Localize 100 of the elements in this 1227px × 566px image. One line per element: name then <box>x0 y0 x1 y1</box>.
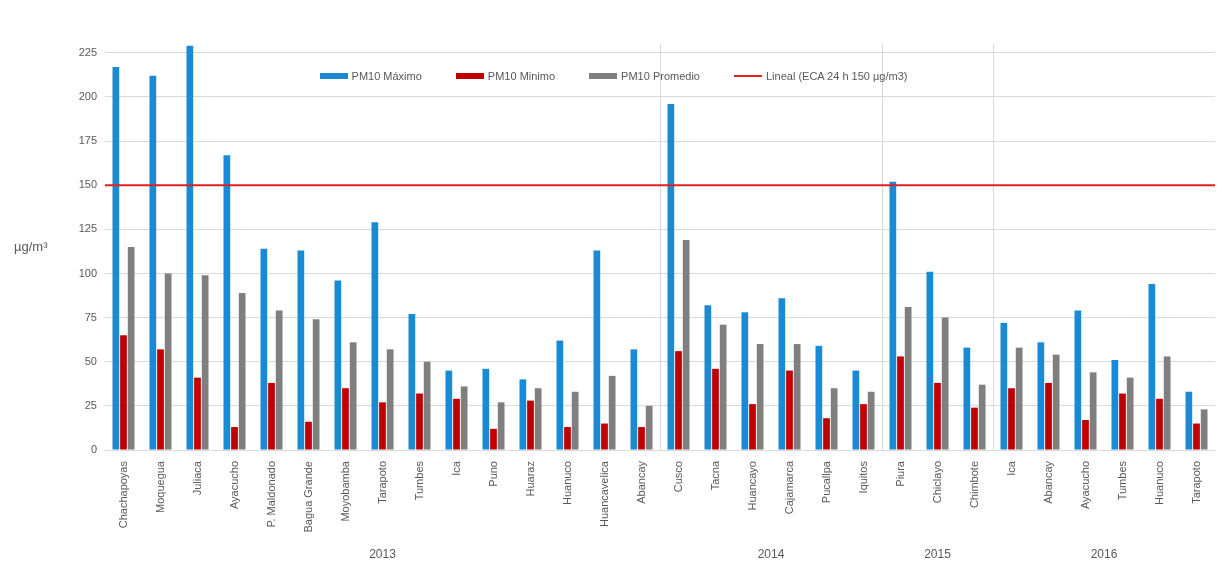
bar <box>534 388 542 450</box>
x-tick-label: Tumbes <box>412 460 425 501</box>
bar <box>305 421 312 450</box>
bar <box>497 402 505 450</box>
bar <box>830 388 838 450</box>
bar <box>460 386 468 450</box>
x-tick-label: Tumbes <box>1115 460 1128 501</box>
x-tick-label: Ica <box>1004 460 1017 476</box>
bar <box>194 377 201 450</box>
bar <box>1015 347 1023 450</box>
bar <box>749 404 756 450</box>
bar <box>297 250 305 450</box>
x-tick-label: Ayacucho <box>1078 461 1091 510</box>
bar <box>1163 356 1171 450</box>
x-tick-label: Chimbote <box>967 461 980 509</box>
bar <box>1089 372 1097 450</box>
y-tick-label: 125 <box>78 222 97 235</box>
bar <box>1156 398 1163 450</box>
bar <box>490 428 497 450</box>
legend-label: PM10 Promedio <box>621 70 700 82</box>
x-axis-title: 2015 <box>924 547 952 562</box>
x-tick-label: Chiclayo <box>930 461 943 504</box>
bar <box>231 427 238 450</box>
y-tick-label: 75 <box>84 310 97 323</box>
bar <box>682 239 690 450</box>
bar <box>941 317 949 450</box>
bar <box>1045 382 1052 450</box>
x-tick-label: Ayacucho <box>227 461 240 510</box>
bar <box>971 407 978 450</box>
bar <box>978 384 986 450</box>
x-tick-label: Huancavelica <box>597 460 610 528</box>
x-tick-label: Cusco <box>671 461 684 493</box>
bar <box>201 275 209 450</box>
y-tick-label: 200 <box>78 89 97 102</box>
x-tick-label: Piura <box>893 460 906 487</box>
bar <box>815 345 823 450</box>
bar <box>675 351 682 450</box>
x-tick-label: Huancayo <box>745 461 758 511</box>
x-tick-label: Moyobamba <box>338 460 351 522</box>
bar <box>408 314 416 450</box>
bar <box>423 361 431 450</box>
bar <box>638 427 645 450</box>
x-tick-label: Iquitos <box>856 460 869 494</box>
bar <box>897 356 904 450</box>
bar <box>571 391 579 450</box>
bar <box>1200 409 1208 450</box>
bar <box>342 388 349 450</box>
x-tick-label: Puno <box>486 461 499 487</box>
x-tick-label: P. Maldonado <box>264 461 277 528</box>
x-tick-label: Huaraz <box>523 461 536 497</box>
bar <box>453 398 460 450</box>
bar <box>1119 393 1126 450</box>
bar <box>823 418 830 450</box>
y-axis-title: µg/m³ <box>14 238 49 254</box>
x-tick-label: Huanuco <box>1152 461 1165 506</box>
bar <box>852 370 860 450</box>
bar <box>712 368 719 450</box>
bar <box>1148 284 1156 450</box>
bar <box>630 349 638 450</box>
bar <box>889 181 897 450</box>
bar <box>1037 342 1045 450</box>
bar <box>1111 359 1119 450</box>
bar <box>645 405 653 450</box>
bar <box>601 423 608 450</box>
bar <box>268 382 275 450</box>
y-tick-label: 100 <box>78 266 97 279</box>
bar <box>1126 377 1134 450</box>
bar <box>445 370 453 450</box>
x-tick-label: Tarapoto <box>375 461 388 504</box>
bar <box>1082 419 1089 450</box>
bar <box>1052 354 1060 450</box>
bar <box>386 349 394 450</box>
y-tick-label: 25 <box>84 398 97 411</box>
legend-label: PM10 Máximo <box>351 70 422 82</box>
legend-label: PM10 Minimo <box>487 70 556 82</box>
bar <box>704 305 712 450</box>
bar <box>527 400 534 450</box>
bar <box>482 368 490 450</box>
x-tick-label: Chachapoyas <box>116 460 129 529</box>
x-axis-title: 2016 <box>1090 547 1118 562</box>
x-axis-title: 2014 <box>757 547 785 562</box>
x-tick-label: Abancay <box>1041 460 1054 504</box>
y-tick-label: 0 <box>90 443 97 456</box>
bar <box>867 391 875 450</box>
bar <box>963 347 971 450</box>
bar <box>926 271 934 450</box>
bar <box>120 335 127 450</box>
bar <box>608 375 616 450</box>
bar <box>556 340 564 450</box>
bar <box>164 273 172 450</box>
bar <box>564 427 571 450</box>
y-tick-label: 175 <box>78 134 97 147</box>
bar <box>371 222 379 450</box>
bar <box>186 45 194 450</box>
bar <box>904 307 912 450</box>
bar <box>379 402 386 450</box>
bar <box>349 342 357 450</box>
bar <box>667 104 675 450</box>
x-tick-label: Bagua Grande <box>301 461 314 533</box>
bar <box>223 155 231 450</box>
